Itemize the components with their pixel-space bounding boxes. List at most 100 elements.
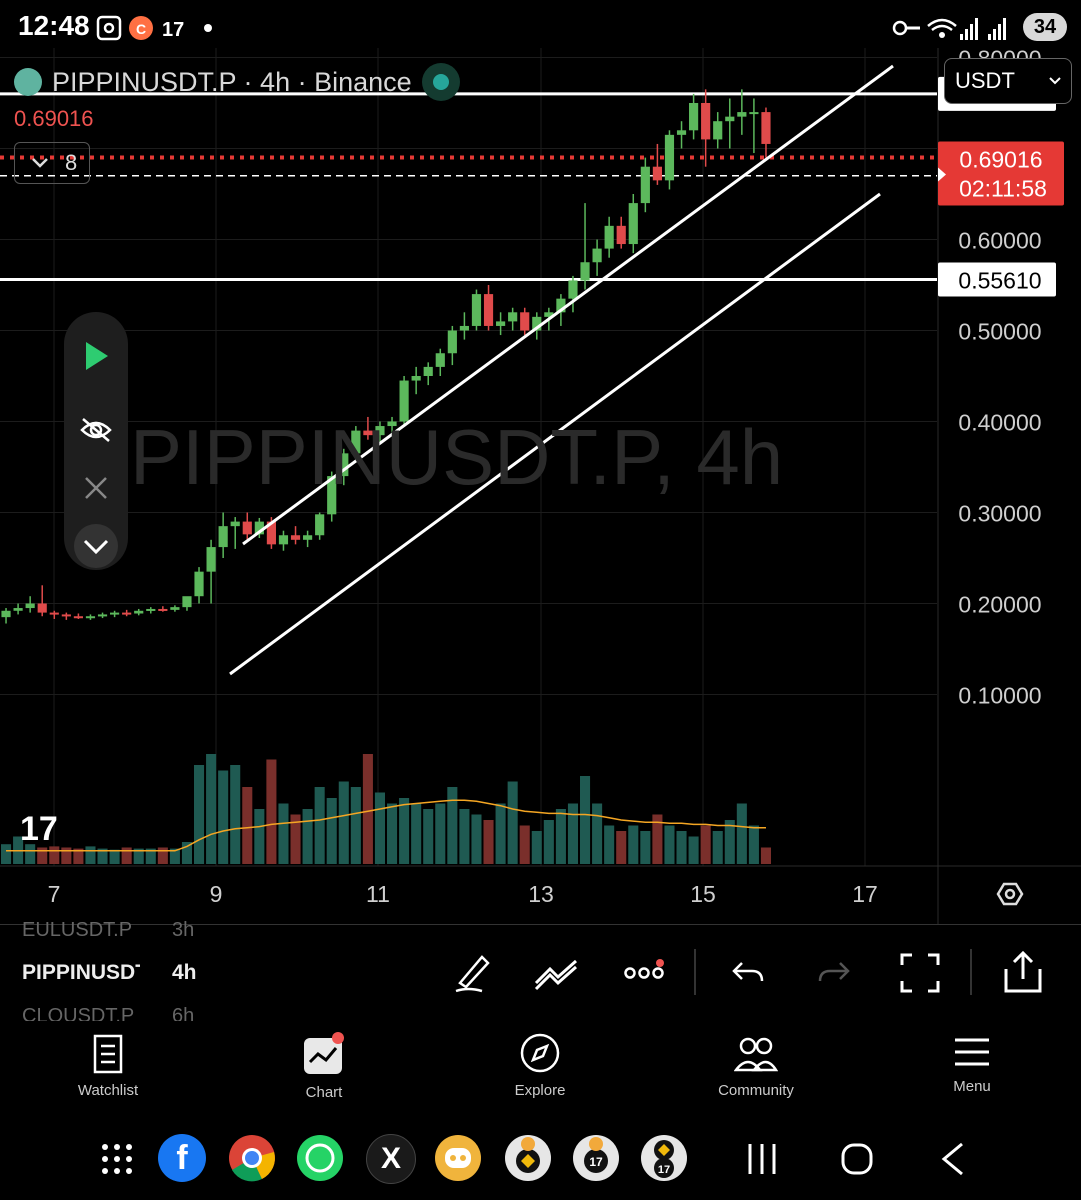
x-icon[interactable]: X bbox=[366, 1134, 416, 1184]
volume-bar bbox=[411, 803, 422, 864]
symbol-header[interactable]: PIPPINUSDT.P · 4h · Binance bbox=[14, 62, 460, 102]
price-tick-label: 0.30000 bbox=[958, 501, 1041, 527]
watchlist-row-faded[interactable]: EULUSDT.P bbox=[22, 919, 133, 941]
candle-body bbox=[604, 225, 614, 249]
current-price: 0.69016 bbox=[14, 106, 94, 131]
volume-bar bbox=[676, 831, 687, 864]
chart-grid bbox=[0, 48, 937, 866]
candle-body bbox=[146, 608, 156, 611]
candle-body bbox=[556, 298, 566, 313]
time-axis: 7 9 11 13 15 17 bbox=[0, 865, 1081, 907]
facebook-icon[interactable]: f bbox=[158, 1134, 206, 1182]
nav-chart[interactable]: Chart bbox=[254, 1022, 394, 1122]
volume-bar bbox=[640, 831, 651, 864]
share-icon[interactable] bbox=[1004, 951, 1042, 993]
candle-body bbox=[761, 112, 771, 144]
redo-icon[interactable] bbox=[818, 959, 850, 987]
discord-icon[interactable] bbox=[434, 1134, 482, 1182]
volume-bar bbox=[700, 825, 711, 864]
nav-explore[interactable]: Explore bbox=[470, 1022, 610, 1122]
candle-body bbox=[254, 521, 264, 535]
volume-bar bbox=[362, 754, 373, 864]
candle-body bbox=[640, 166, 650, 204]
price-tick-label: 0.40000 bbox=[958, 410, 1041, 436]
back-icon[interactable] bbox=[940, 1142, 966, 1176]
recents-icon[interactable] bbox=[746, 1142, 778, 1176]
candle-body bbox=[483, 294, 494, 326]
nav-menu[interactable]: Menu bbox=[902, 1022, 1042, 1122]
clock: 12:48 bbox=[18, 10, 90, 41]
nav-label: Community bbox=[718, 1082, 794, 1099]
candle-body bbox=[447, 330, 457, 354]
level-tag-label: 0.55610 bbox=[958, 267, 1041, 293]
play-button[interactable] bbox=[64, 328, 128, 384]
time-tick-label: 13 bbox=[528, 881, 554, 907]
live-price-label: 0.69016 bbox=[959, 146, 1042, 172]
time-tick-label: 11 bbox=[366, 881, 390, 907]
candle-body bbox=[749, 112, 759, 115]
volume-bar bbox=[206, 754, 217, 864]
volume-bar bbox=[736, 803, 747, 864]
more-icon[interactable] bbox=[624, 959, 666, 985]
expand-button[interactable] bbox=[64, 518, 128, 574]
price-chart[interactable]: 0.800000.600000.500000.400000.300000.200… bbox=[0, 48, 1081, 924]
drawing-tools-icon[interactable] bbox=[534, 955, 580, 991]
watchlist-row-interval: 6h bbox=[172, 1005, 195, 1021]
candle-body bbox=[423, 366, 433, 376]
compass-icon bbox=[520, 1033, 560, 1073]
volume-bar bbox=[218, 770, 229, 864]
nav-label: Menu bbox=[953, 1078, 991, 1095]
app-grid-icon[interactable] bbox=[100, 1142, 134, 1176]
chrome-icon[interactable] bbox=[228, 1134, 276, 1182]
market-status-icon bbox=[421, 63, 460, 101]
time-tick-label: 15 bbox=[690, 881, 716, 907]
binance-icon[interactable] bbox=[504, 1134, 552, 1182]
volume-bar bbox=[471, 814, 482, 864]
hide-button[interactable] bbox=[64, 402, 128, 458]
divider bbox=[694, 949, 696, 995]
volume-bar bbox=[1, 844, 12, 864]
chart-icon bbox=[304, 1032, 344, 1074]
volume-bar bbox=[387, 803, 398, 864]
watchlist-row-faded[interactable]: CLOUSDT.P bbox=[22, 1005, 135, 1021]
undo-icon[interactable] bbox=[732, 959, 764, 987]
logo-mark: 17 bbox=[20, 810, 58, 848]
binance-icon[interactable]: 17 bbox=[640, 1134, 688, 1182]
close-button[interactable] bbox=[64, 460, 128, 516]
whatsapp-icon[interactable] bbox=[296, 1134, 344, 1182]
replay-panel bbox=[64, 312, 128, 570]
chart-watermark: PIPPINUSDT.P, 4h bbox=[130, 413, 784, 501]
home-icon[interactable] bbox=[840, 1142, 874, 1176]
candle-body bbox=[182, 596, 192, 608]
volume-bar bbox=[748, 825, 759, 864]
time-tick-label: 17 bbox=[852, 881, 878, 907]
volume-bar bbox=[652, 814, 663, 864]
tradingview-icon[interactable]: 17 bbox=[572, 1134, 620, 1182]
volume-bar bbox=[423, 809, 434, 864]
pen-icon[interactable] bbox=[452, 951, 492, 995]
currency-select[interactable]: USDT bbox=[944, 58, 1072, 104]
volume-bar bbox=[567, 803, 578, 864]
chevron-down-icon bbox=[32, 158, 48, 168]
indicators-collapse-button[interactable]: 8 bbox=[14, 142, 90, 184]
volume-bars bbox=[1, 754, 771, 864]
nav-community[interactable]: Community bbox=[686, 1022, 826, 1122]
candle-body bbox=[218, 526, 228, 548]
watchlist-row-interval: 3h bbox=[172, 919, 195, 941]
volume-bar bbox=[121, 847, 132, 864]
candle-body bbox=[230, 521, 240, 527]
price-tick-label: 0.50000 bbox=[958, 319, 1041, 345]
candle-body bbox=[13, 608, 23, 611]
watchlist-row-active[interactable]: PIPPINUSDT.P bbox=[22, 961, 140, 984]
candle-body bbox=[652, 166, 662, 181]
volume-bar bbox=[61, 847, 72, 864]
volume-bar bbox=[242, 787, 253, 864]
fullscreen-icon[interactable] bbox=[900, 953, 940, 993]
volume-bar bbox=[580, 776, 591, 864]
volume-bar bbox=[109, 849, 120, 864]
nav-label: Watchlist bbox=[77, 1082, 139, 1099]
nav-watchlist[interactable]: Watchlist bbox=[38, 1022, 178, 1122]
candle-body bbox=[37, 603, 47, 613]
volume-bar bbox=[85, 846, 96, 864]
candle-body bbox=[61, 614, 71, 617]
